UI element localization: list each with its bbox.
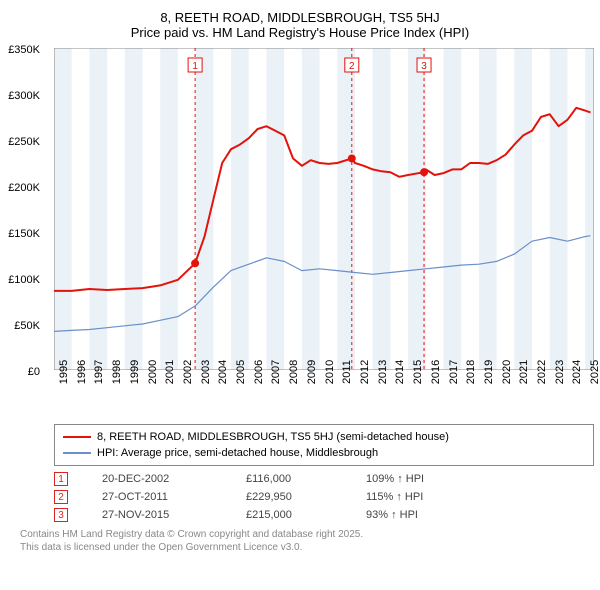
marker-badge: 3 <box>54 508 68 522</box>
marker-hpi: 109% ↑ HPI <box>366 473 594 485</box>
x-tick-label: 2007 <box>270 360 282 384</box>
y-tick-label: £0 <box>28 366 40 378</box>
x-tick-label: 2019 <box>483 360 495 384</box>
plot-area: 1 2 3 <box>54 48 594 370</box>
x-tick-label: 2010 <box>324 360 336 384</box>
y-tick-label: £300K <box>8 90 40 102</box>
x-tick-label: 2016 <box>430 360 442 384</box>
marker-date: 27-NOV-2015 <box>102 509 212 521</box>
legend: 8, REETH ROAD, MIDDLESBROUGH, TS5 5HJ (s… <box>54 424 594 466</box>
x-tick-label: 2011 <box>341 360 353 384</box>
svg-text:3: 3 <box>421 61 427 72</box>
footer-line1: Contains HM Land Registry data © Crown c… <box>20 528 580 541</box>
y-tick-label: £200K <box>8 182 40 194</box>
x-tick-label: 2006 <box>253 360 265 384</box>
x-tick-label: 2004 <box>217 360 229 384</box>
svg-text:1: 1 <box>192 61 198 72</box>
legend-row-series2: HPI: Average price, semi-detached house,… <box>63 445 585 461</box>
svg-text:2: 2 <box>349 61 355 72</box>
marker-price: £215,000 <box>246 509 332 521</box>
marker-row: 1 20-DEC-2002 £116,000 109% ↑ HPI <box>54 472 594 486</box>
y-tick-label: £150K <box>8 228 40 240</box>
chart-container: 8, REETH ROAD, MIDDLESBROUGH, TS5 5HJ Pr… <box>0 0 600 590</box>
legend-label-series1: 8, REETH ROAD, MIDDLESBROUGH, TS5 5HJ (s… <box>97 429 449 445</box>
x-tick-label: 2023 <box>554 360 566 384</box>
chart-title: 8, REETH ROAD, MIDDLESBROUGH, TS5 5HJ <box>10 10 590 25</box>
x-tick-label: 2020 <box>501 360 513 384</box>
marker-hpi: 115% ↑ HPI <box>366 491 594 503</box>
footer: Contains HM Land Registry data © Crown c… <box>20 528 580 554</box>
x-tick-label: 2018 <box>465 360 477 384</box>
y-tick-label: £250K <box>8 136 40 148</box>
x-tick-label: 2003 <box>200 360 212 384</box>
x-tick-label: 2000 <box>147 360 159 384</box>
marker-price: £229,950 <box>246 491 332 503</box>
marker-badge: 2 <box>54 490 68 504</box>
x-tick-label: 1997 <box>93 360 105 384</box>
y-tick-label: £100K <box>8 274 40 286</box>
x-tick-label: 1995 <box>58 360 70 384</box>
marker-badge: 1 <box>54 472 68 486</box>
x-tick-label: 2012 <box>359 360 371 384</box>
marker-row: 2 27-OCT-2011 £229,950 115% ↑ HPI <box>54 490 594 504</box>
marker-price: £116,000 <box>246 473 332 485</box>
y-tick-label: £350K <box>8 44 40 56</box>
x-tick-label: 2001 <box>164 360 176 384</box>
x-tick-label: 2013 <box>377 360 389 384</box>
x-tick-label: 2021 <box>518 360 530 384</box>
x-tick-label: 1996 <box>76 360 88 384</box>
footer-line2: This data is licensed under the Open Gov… <box>20 541 580 554</box>
y-axis-ticks: £0£50K£100K£150K£200K£250K£300K£350K <box>0 50 44 372</box>
x-tick-label: 2017 <box>448 360 460 384</box>
legend-swatch-series1 <box>63 436 91 438</box>
legend-row-series1: 8, REETH ROAD, MIDDLESBROUGH, TS5 5HJ (s… <box>63 429 585 445</box>
x-tick-label: 2022 <box>536 360 548 384</box>
x-tick-label: 1998 <box>111 360 123 384</box>
x-tick-label: 1999 <box>129 360 141 384</box>
chart-svg: 1 2 3 <box>54 48 594 370</box>
marker-date: 27-OCT-2011 <box>102 491 212 503</box>
x-tick-label: 2025 <box>589 360 600 384</box>
x-tick-label: 2014 <box>394 360 406 384</box>
legend-label-series2: HPI: Average price, semi-detached house,… <box>97 445 378 461</box>
marker-date: 20-DEC-2002 <box>102 473 212 485</box>
chart-subtitle: Price paid vs. HM Land Registry's House … <box>10 25 590 40</box>
marker-row: 3 27-NOV-2015 £215,000 93% ↑ HPI <box>54 508 594 522</box>
x-tick-label: 2015 <box>412 360 424 384</box>
x-tick-label: 2002 <box>182 360 194 384</box>
y-tick-label: £50K <box>14 320 40 332</box>
x-tick-label: 2008 <box>288 360 300 384</box>
x-tick-label: 2005 <box>235 360 247 384</box>
x-axis-ticks: 1995199619971998199920002001200220032004… <box>54 370 594 420</box>
x-tick-label: 2024 <box>571 360 583 384</box>
markers-table: 1 20-DEC-2002 £116,000 109% ↑ HPI 2 27-OCT-20… <box>54 472 594 522</box>
x-tick-label: 2009 <box>306 360 318 384</box>
marker-hpi: 93% ↑ HPI <box>366 509 594 521</box>
legend-swatch-series2 <box>63 452 91 454</box>
